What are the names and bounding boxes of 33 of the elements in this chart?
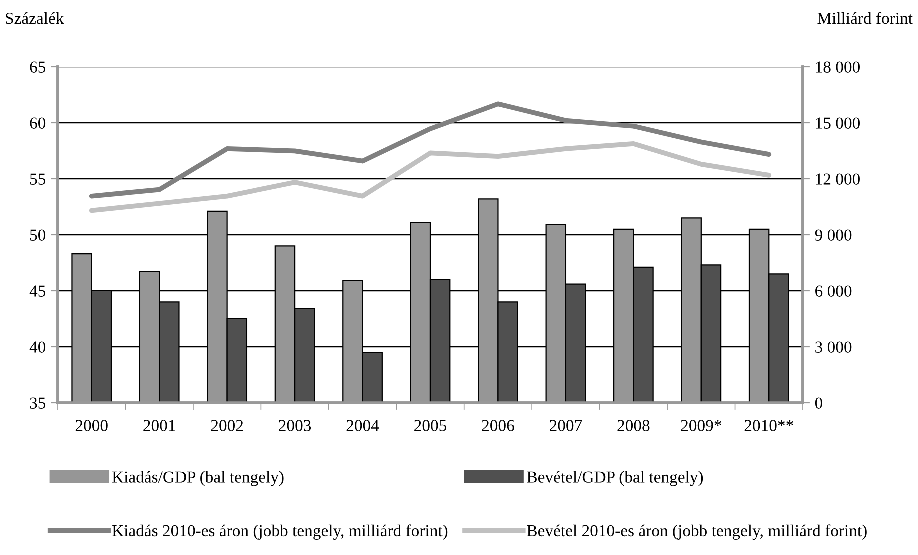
y2-tick-label: 6 000 [816, 286, 852, 297]
y2-tick-label: 12 000 [816, 174, 860, 185]
y-tick-label: 65 [30, 62, 46, 73]
y-tick-label: 55 [30, 174, 46, 185]
x-tick-label: 2010** [744, 420, 794, 432]
y-tick-label: 35 [30, 398, 46, 409]
y2-axis-title: Milliárd forint [818, 12, 913, 24]
line-series [89, 102, 772, 199]
line-series [89, 141, 772, 214]
y-tick-label: 50 [30, 230, 46, 241]
x-tick-label: 2005 [414, 420, 447, 432]
y-axis-title: Százalék [6, 12, 64, 24]
y-tick-label: 60 [30, 118, 46, 129]
x-tick-label: 2004 [346, 420, 380, 432]
x-tick-label: 2002 [211, 420, 244, 432]
y2-tick-label: 0 [815, 398, 823, 409]
x-tick-label: 2006 [482, 420, 514, 432]
y-tick-label: 45 [30, 286, 46, 297]
x-tick-label: 2008 [618, 420, 650, 432]
legend-label: Bevétel/GDP (bal tengely) [527, 471, 704, 486]
x-tick-label: 2003 [279, 420, 312, 432]
x-tick-label: 2009* [681, 420, 722, 432]
y2-tick-label: 18 000 [816, 62, 860, 73]
y2-tick-label: 3 000 [816, 342, 852, 353]
legend-label: Kiadás/GDP (bal tengely) [112, 471, 284, 486]
x-tick-label: 2001 [144, 420, 176, 432]
x-tick-label: 2007 [550, 420, 582, 432]
x-tick-label: 2000 [76, 420, 108, 432]
y2-tick-label: 9 000 [815, 230, 852, 241]
legend-label: Kiadás 2010-es áron (jobb tengely, milliárd forint) [112, 524, 448, 540]
y-tick-label: 40 [30, 342, 46, 353]
y2-tick-label: 15 000 [816, 118, 860, 129]
legend-label: Bevétel 2010-es áron (jobb tengely, milliárd forint) [527, 524, 867, 540]
